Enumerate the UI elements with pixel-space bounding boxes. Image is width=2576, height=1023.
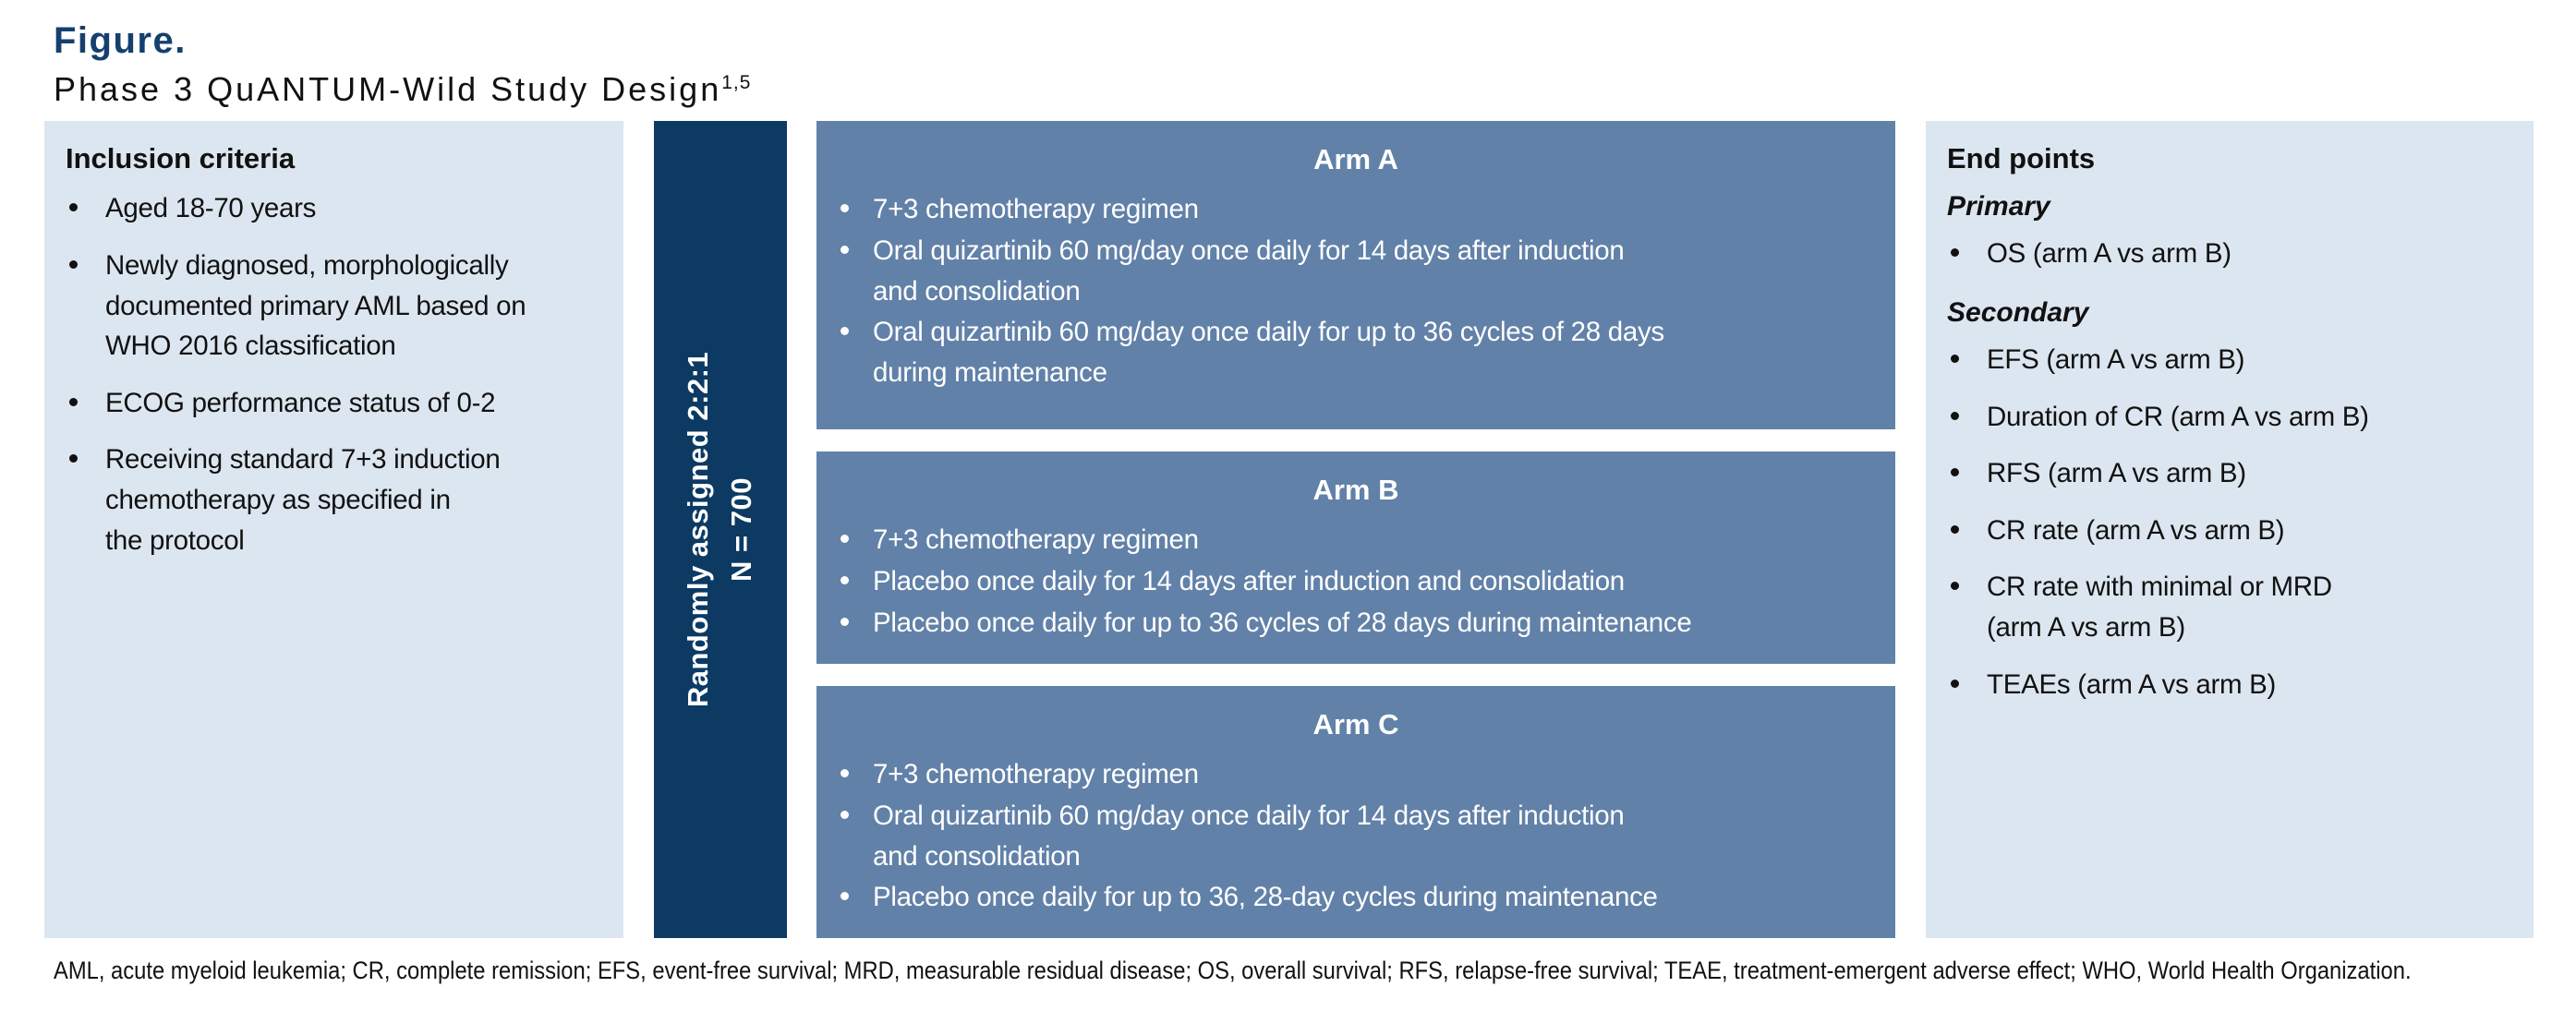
- arm-a-item: Oral quizartinib 60 mg/day once daily fo…: [835, 312, 1877, 392]
- figure-label: Figure.: [54, 20, 187, 61]
- endpoints-primary-label: Primary: [1947, 191, 2050, 223]
- arm-c-title: Arm C: [1312, 708, 1399, 740]
- endpoints-secondary-item-text: EFS (arm A vs arm B): [1987, 343, 2245, 375]
- arm-b-panel: Arm B 7+3 chemotherapy regimen Placebo o…: [816, 451, 1895, 664]
- arm-a-item: 7+3 chemotherapy regimen: [835, 189, 1877, 230]
- bullet-dot: [69, 454, 78, 463]
- bullet-dot: [841, 327, 849, 336]
- bullet-dot: [69, 203, 78, 212]
- arm-a-item-text: 7+3 chemotherapy regimen: [873, 194, 1199, 225]
- endpoints-primary-item-text: OS (arm A vs arm B): [1987, 238, 2231, 270]
- figure-title: Phase 3 QuANTUM-Wild Study Design1,5: [54, 70, 751, 109]
- arm-b-item: Placebo once daily for 14 days after ind…: [835, 561, 1877, 602]
- arm-b-title: Arm B: [1312, 474, 1399, 506]
- randomization-bar: Randomly assigned 2:2:1 N = 700: [654, 121, 787, 938]
- figure-title-text: Phase 3 QuANTUM-Wild Study Design: [54, 70, 722, 108]
- bullet-dot: [1951, 468, 1959, 477]
- endpoints-secondary-item: EFS (arm A vs arm B): [1940, 340, 2515, 380]
- endpoints-secondary-item-text: CR rate (arm A vs arm B): [1987, 514, 2285, 546]
- arm-c-item: 7+3 chemotherapy regimen: [835, 754, 1877, 795]
- bullet-dot: [841, 575, 849, 584]
- bullet-dot: [1951, 679, 1959, 688]
- arm-b-item: Placebo once daily for up to 36 cycles o…: [835, 603, 1877, 644]
- abbreviations-footnote: AML, acute myeloid leukemia; CR, complet…: [54, 957, 2412, 984]
- inclusion-item-text: ECOG performance status of 0-2: [105, 387, 496, 418]
- arm-c-item: Oral quizartinib 60 mg/day once daily fo…: [835, 796, 1877, 876]
- endpoints-secondary-label: Secondary: [1947, 296, 2089, 328]
- endpoints-secondary-item-text: CR rate with minimal or MRD (arm A vs ar…: [1987, 572, 2332, 644]
- endpoints-secondary-item: CR rate (arm A vs arm B): [1940, 511, 2515, 551]
- bullet-dot: [1951, 354, 1959, 363]
- inclusion-item-text: Aged 18-70 years: [105, 193, 317, 224]
- arm-b-item-text: Placebo once daily for 14 days after ind…: [873, 565, 1625, 596]
- bullet-dot: [841, 535, 849, 544]
- inclusion-criteria-panel: Inclusion criteria Aged 18-70 years Newl…: [44, 121, 623, 938]
- bullet-dot: [841, 617, 849, 626]
- inclusion-item-text: Newly diagnosed, morphologically documen…: [105, 249, 526, 362]
- arm-b-item: 7+3 chemotherapy regimen: [835, 520, 1877, 560]
- randomization-line1: Randomly assigned 2:2:1: [682, 351, 715, 708]
- arm-a-panel: Arm A 7+3 chemotherapy regimen Oral quiz…: [816, 121, 1895, 429]
- arm-c-item-text: Oral quizartinib 60 mg/day once daily fo…: [873, 800, 1625, 872]
- randomization-line2: N = 700: [725, 477, 757, 582]
- randomization-text: Randomly assigned 2:2:1 N = 700: [678, 352, 764, 707]
- endpoints-secondary-item: RFS (arm A vs arm B): [1940, 453, 2515, 494]
- arm-c-item-text: 7+3 chemotherapy regimen: [873, 759, 1199, 790]
- figure-title-superscript: 1,5: [721, 72, 752, 93]
- endpoints-primary-item: OS (arm A vs arm B): [1940, 234, 2515, 274]
- bullet-dot: [841, 892, 849, 901]
- endpoints-secondary-item-text: RFS (arm A vs arm B): [1987, 458, 2246, 489]
- endpoints-heading: End points: [1947, 142, 2096, 175]
- arm-a-title: Arm A: [1313, 143, 1398, 175]
- arm-b-item-text: Placebo once daily for up to 36 cycles o…: [873, 607, 1692, 638]
- bullet-dot: [841, 204, 849, 213]
- endpoints-secondary-item-text: Duration of CR (arm A vs arm B): [1987, 401, 2369, 432]
- bullet-dot: [841, 769, 849, 778]
- endpoints-secondary-item: Duration of CR (arm A vs arm B): [1940, 397, 2515, 438]
- endpoints-secondary-item-text: TEAEs (arm A vs arm B): [1987, 668, 2277, 700]
- endpoints-panel: End points Primary OS (arm A vs arm B) S…: [1926, 121, 2534, 938]
- bullet-dot: [1951, 248, 1959, 258]
- bullet-dot: [841, 245, 849, 254]
- arm-a-item-text: Oral quizartinib 60 mg/day once daily fo…: [873, 235, 1625, 307]
- endpoints-secondary-item: TEAEs (arm A vs arm B): [1940, 665, 2515, 705]
- arm-c-panel: Arm C 7+3 chemotherapy regimen Oral quiz…: [816, 686, 1895, 938]
- bullet-dot: [841, 810, 849, 819]
- inclusion-item: ECOG performance status of 0-2: [58, 383, 603, 424]
- bullet-dot: [1951, 524, 1959, 534]
- bullet-dot: [69, 397, 78, 406]
- arm-c-item: Placebo once daily for up to 36, 28-day …: [835, 877, 1877, 918]
- bullet-dot: [69, 259, 78, 269]
- inclusion-item: Receiving standard 7+3 induction chemoth…: [58, 439, 603, 560]
- inclusion-item: Aged 18-70 years: [58, 188, 603, 229]
- bullet-dot: [1951, 582, 1959, 591]
- inclusion-criteria-heading: Inclusion criteria: [66, 142, 296, 175]
- arm-a-item: Oral quizartinib 60 mg/day once daily fo…: [835, 231, 1877, 311]
- arm-b-item-text: 7+3 chemotherapy regimen: [873, 524, 1199, 556]
- arm-a-item-text: Oral quizartinib 60 mg/day once daily fo…: [873, 317, 1664, 388]
- inclusion-item: Newly diagnosed, morphologically documen…: [58, 246, 603, 367]
- endpoints-secondary-item: CR rate with minimal or MRD (arm A vs ar…: [1940, 567, 2515, 647]
- inclusion-item-text: Receiving standard 7+3 induction chemoth…: [105, 444, 501, 556]
- bullet-dot: [1951, 411, 1959, 420]
- arm-c-item-text: Placebo once daily for up to 36, 28-day …: [873, 882, 1658, 913]
